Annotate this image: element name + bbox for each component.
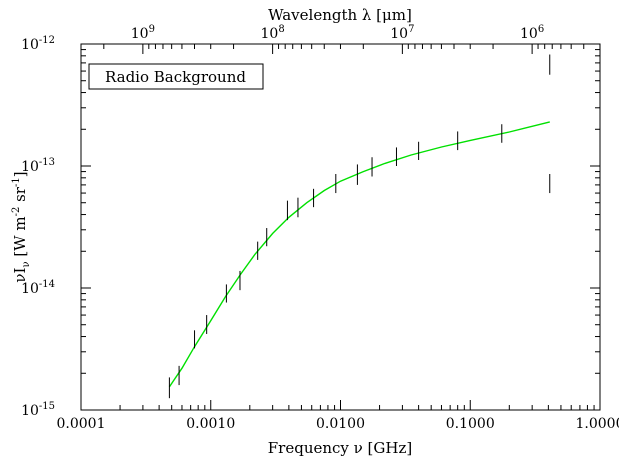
tick-marks [80, 43, 601, 411]
legend-frame [88, 63, 264, 90]
x-tick-label: 0.0001 [57, 416, 106, 432]
x-tick-label: 0.0010 [186, 416, 235, 432]
y-tick-label: 10-12 [21, 35, 55, 53]
y-axis-title-main: νI [11, 267, 29, 282]
y-tick-label: 10-13 [21, 157, 55, 175]
top-tick-label: 109 [131, 24, 155, 42]
fit-curve-layer [168, 121, 550, 388]
legend-label: Radio Background [105, 68, 246, 86]
y-axis-title-sub: ν [21, 261, 32, 267]
tick-labels: 0.0001 0.0010 0.0100 0.1000 1.0000 109 108 107 1… [21, 24, 619, 432]
plot-frame [80, 43, 601, 411]
y-axis-title-units: [W m [11, 216, 29, 261]
y-axis-title-group: νIν [W m-2 sr-1] [11, 171, 32, 282]
top-axis-title: Wavelength λ [μm] [268, 6, 412, 24]
top-tick-label: 107 [390, 24, 414, 42]
y-axis-title: νIν [W m-2 sr-1] [11, 171, 32, 282]
y-axis-title-units-mid: sr [11, 186, 29, 206]
x-tick-label: 1.0000 [576, 416, 619, 432]
y-axis-title-units-close: ] [11, 171, 29, 177]
top-tick-label: 106 [520, 24, 544, 42]
x-axis-title: Frequency ν [GHz] [268, 439, 412, 457]
y-tick-label: 10-15 [21, 401, 55, 419]
y-axis-title-exp2: -1 [11, 177, 22, 187]
x-tick-label: 0.0100 [316, 416, 365, 432]
y-axis-title-exp1: -2 [11, 207, 22, 217]
data-points-layer [168, 54, 551, 399]
x-tick-label: 0.1000 [446, 416, 495, 432]
fit-curve [168, 121, 550, 388]
top-tick-label: 108 [261, 24, 285, 42]
y-tick-label: 10-14 [21, 279, 55, 297]
legend-box: Radio Background [88, 63, 264, 90]
